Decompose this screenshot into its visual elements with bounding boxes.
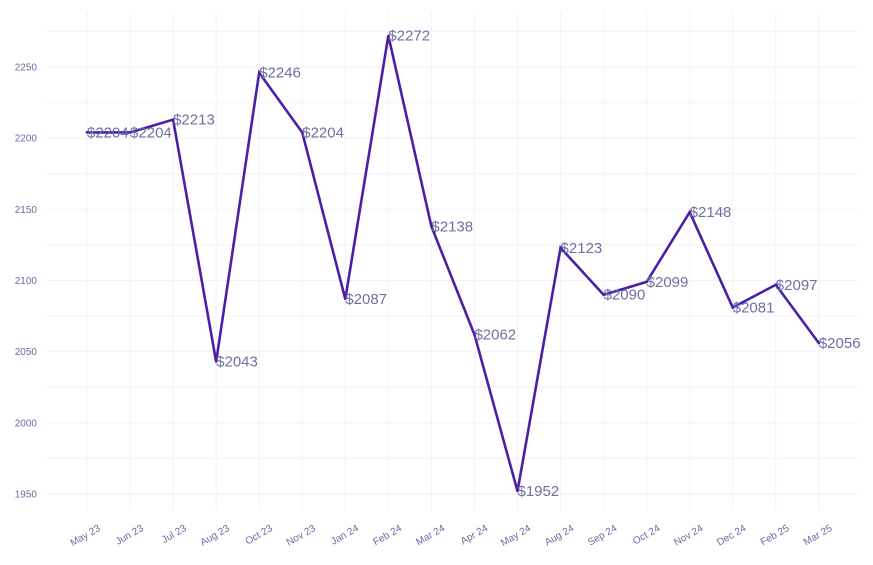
data-point (602, 293, 605, 296)
x-tick-label: Nov 24 (672, 523, 705, 549)
x-tick-label: Mar 25 (802, 523, 835, 548)
x-tick-label: Nov 23 (285, 523, 318, 549)
y-tick-label-2250: 2250 (15, 63, 38, 74)
data-point (128, 131, 132, 134)
data-point (171, 118, 175, 121)
data-point (559, 246, 562, 249)
x-tick-label: Oct 24 (631, 523, 662, 547)
data-point (301, 131, 304, 134)
y-tick-label-2200: 2200 (15, 134, 38, 145)
data-label: $2204 (87, 124, 129, 141)
series-line-0 (85, 35, 821, 492)
data-point (214, 360, 218, 363)
data-point (774, 283, 777, 286)
data-label: $1952 (518, 483, 560, 500)
x-tick-label: Apr 24 (459, 523, 490, 547)
y-tick-label-2150: 2150 (15, 205, 38, 216)
data-label: $2062 (474, 327, 516, 344)
data-point (817, 341, 821, 345)
x-tick-label: May 24 (499, 523, 533, 549)
x-tick-label: Jul 23 (160, 523, 189, 546)
x-tick-label: Aug 23 (199, 523, 232, 549)
data-point (430, 225, 433, 228)
y-axis-ticks: 1950 2000 2050 2100 2150 2200 2250 (15, 63, 38, 501)
data-label: $2087 (345, 291, 387, 308)
data-point (516, 489, 519, 493)
grid-lines (45, 12, 858, 510)
data-point (688, 210, 691, 214)
data-point (731, 306, 734, 309)
data-point (344, 297, 347, 301)
data-label: $2097 (776, 277, 818, 294)
x-tick-label: Mar 24 (414, 523, 447, 548)
data-label: $2204 (302, 124, 344, 141)
data-label: $2138 (431, 218, 473, 235)
data-label: $2148 (690, 204, 732, 221)
x-tick-label: Aug 24 (543, 523, 576, 549)
x-tick-label: Sep 24 (586, 523, 619, 549)
data-labels: $2204 $2204$2213$2043$2246$2204$2087$2272… (87, 28, 861, 500)
x-tick-label: Jan 24 (329, 523, 361, 548)
data-label: $2056 (819, 335, 861, 352)
x-tick-label: May 23 (69, 523, 103, 549)
data-label: $2090 (604, 287, 646, 304)
data-point (473, 333, 476, 336)
x-tick-label: Feb 24 (371, 523, 404, 548)
data-point (258, 71, 261, 74)
y-tick-label-2100: 2100 (15, 276, 38, 287)
data-label: $2123 (561, 240, 603, 257)
y-tick-label-1950: 1950 (15, 490, 38, 501)
y-tick-label-2050: 2050 (15, 347, 38, 358)
x-tick-label: Feb 25 (759, 523, 792, 548)
series-layer (85, 34, 821, 493)
x-tick-label: Jun 23 (114, 523, 146, 548)
data-point (645, 280, 648, 284)
x-tick-label: Dec 24 (715, 523, 748, 549)
y-tick-label-2000: 2000 (15, 418, 38, 429)
data-label: $2272 (388, 28, 430, 45)
data-label: $2213 (173, 112, 215, 129)
data-label: $2081 (733, 300, 775, 317)
data-label: $2099 (647, 274, 689, 291)
data-label: $2246 (259, 65, 301, 82)
data-label: $2043 (216, 354, 258, 371)
data-point (387, 34, 390, 37)
data-point (85, 131, 89, 134)
x-tick-label: Oct 23 (244, 523, 275, 547)
x-axis-ticks: May 23 Jun 23 Jul 23 Aug 23 Oct 23 Nov 23 Jan … (69, 523, 835, 549)
data-label: $2204 (130, 124, 172, 141)
